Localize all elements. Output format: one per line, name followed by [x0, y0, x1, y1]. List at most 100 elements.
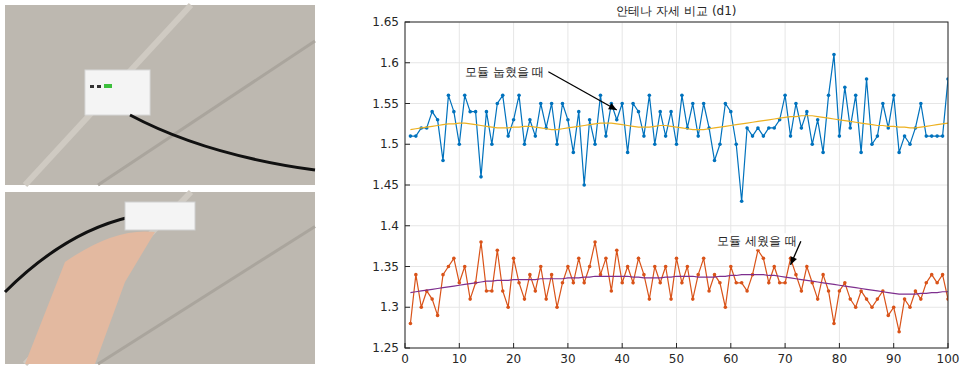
annotation-arrowhead: [608, 103, 617, 110]
point: [506, 134, 510, 138]
photo-texture: [25, 5, 191, 185]
point: [501, 289, 505, 293]
point: [762, 257, 766, 261]
tick-label: 30: [560, 352, 575, 366]
point: [490, 289, 494, 293]
point: [854, 94, 858, 98]
point: [485, 289, 489, 293]
point: [930, 134, 934, 138]
point: [523, 142, 527, 146]
label-background: [715, 233, 799, 249]
point: [794, 273, 798, 277]
tick-mark: [893, 343, 894, 348]
point: [772, 265, 776, 269]
point: [642, 273, 646, 277]
photo: [5, 192, 315, 364]
tick-mark: [405, 103, 410, 104]
point: [783, 281, 787, 285]
point: [794, 102, 798, 106]
point: [534, 289, 538, 293]
point: [734, 281, 738, 285]
point: [772, 126, 776, 130]
point: [479, 175, 483, 179]
photo-background: [5, 5, 315, 185]
point: [740, 200, 744, 204]
point: [805, 265, 809, 269]
point: [696, 273, 700, 277]
point: [664, 134, 668, 138]
point: [485, 110, 489, 114]
point: [561, 281, 565, 285]
plot-area: [405, 22, 948, 348]
point: [859, 289, 863, 293]
point: [718, 142, 722, 146]
series-line: [410, 55, 948, 202]
point: [686, 265, 690, 269]
module-led: [104, 84, 112, 88]
point: [680, 281, 684, 285]
annotation-arrowhead: [791, 256, 797, 265]
point: [767, 281, 771, 285]
point: [848, 126, 852, 130]
tick-label: 40: [615, 352, 630, 366]
tick-mark: [405, 62, 410, 63]
point: [550, 273, 554, 277]
tick-mark: [567, 343, 568, 348]
grid-line: [405, 185, 948, 186]
point: [935, 134, 939, 138]
point: [550, 102, 554, 106]
point: [539, 265, 543, 269]
grid-line: [405, 225, 948, 226]
point: [664, 265, 668, 269]
point: [653, 265, 657, 269]
point: [669, 297, 673, 301]
point: [620, 102, 624, 106]
tick-label: 1.35: [372, 260, 399, 274]
point: [512, 118, 516, 122]
point: [832, 53, 836, 57]
point: [740, 281, 744, 285]
point: [941, 134, 945, 138]
annotation: 모듈 세웠을 때: [717, 234, 797, 248]
point: [919, 102, 923, 106]
point: [810, 142, 814, 146]
point: [881, 102, 885, 106]
cable: [130, 115, 315, 170]
point: [441, 159, 445, 163]
point: [414, 273, 418, 277]
point: [729, 110, 733, 114]
point: [805, 110, 809, 114]
point: [935, 281, 939, 285]
grid-line: [405, 266, 948, 267]
tick-label: 0: [401, 352, 409, 366]
point: [876, 134, 880, 138]
point: [816, 297, 820, 301]
point: [436, 314, 440, 318]
point: [452, 110, 456, 114]
point: [702, 102, 706, 106]
tick-label: 1.5: [380, 137, 399, 151]
tick-mark: [513, 343, 514, 348]
point: [854, 305, 858, 309]
point: [572, 281, 576, 285]
point: [631, 281, 635, 285]
point: [599, 94, 603, 98]
point: [604, 134, 608, 138]
annotation: 모듈 눕혔을 때: [465, 65, 545, 79]
point: [626, 151, 630, 155]
point: [658, 281, 662, 285]
label-background: [463, 64, 547, 80]
canvas: 01020304050607080901001.251.31.351.41.45…: [0, 0, 969, 370]
point: [843, 85, 847, 89]
point: [528, 118, 532, 122]
point: [544, 297, 548, 301]
hand: [25, 231, 155, 364]
tick-mark: [459, 343, 460, 348]
point: [474, 110, 478, 114]
tick-mark: [785, 343, 786, 348]
point: [615, 118, 619, 122]
point: [924, 281, 928, 285]
point: [523, 297, 527, 301]
grid-line: [405, 307, 948, 308]
module-led: [97, 85, 101, 88]
